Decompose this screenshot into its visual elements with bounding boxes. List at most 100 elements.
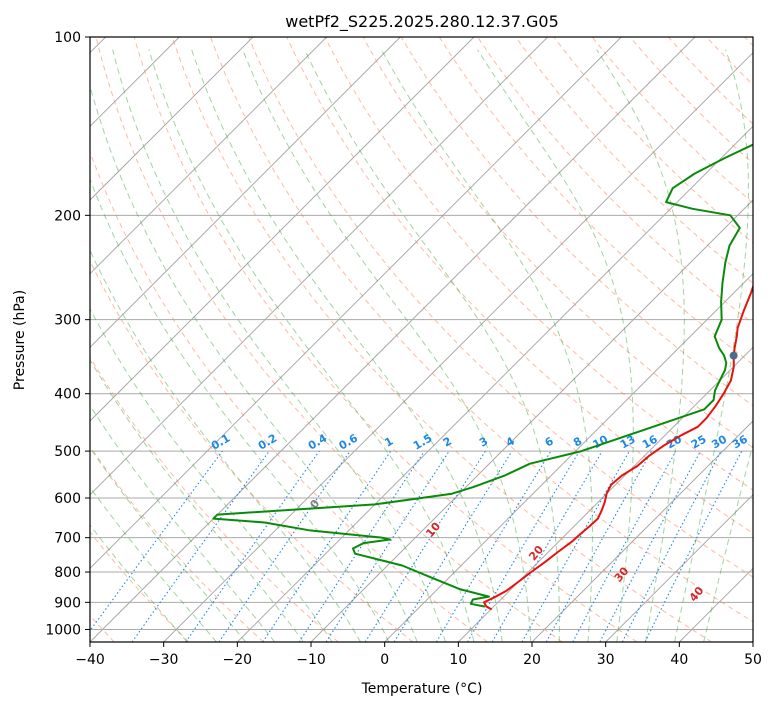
x-axis-ticks: −40 −30 −20 −10 0 10 20 30 40 50 <box>75 642 762 668</box>
y-tick-label: 600 <box>54 491 81 507</box>
x-tick-label: 10 <box>449 652 467 668</box>
x-tick-label: 20 <box>523 652 541 668</box>
isotherm-line <box>384 272 753 642</box>
mixing-ratio-line <box>572 450 677 642</box>
moist-adiabat-line <box>148 49 475 642</box>
moist-adiabat-label: 40 <box>687 584 707 604</box>
dry-adiabat-line <box>553 37 753 244</box>
mixing-ratio-label: 6 <box>543 434 556 449</box>
dry-adiabat-line <box>90 259 414 642</box>
lcl-marker <box>729 351 738 360</box>
isotherm-line <box>90 37 622 570</box>
moist-adiabat-line <box>304 49 560 642</box>
isotherm-line <box>90 37 401 349</box>
moist-adiabat-line <box>703 442 753 642</box>
dry-adiabat-line <box>248 37 753 578</box>
mixing-ratio-line <box>467 450 580 642</box>
y-tick-label: 800 <box>54 565 81 581</box>
plot-frame <box>89 36 754 643</box>
dry-adiabat-line <box>90 531 190 642</box>
isotherm-line <box>90 37 696 642</box>
mixing-ratio-line <box>599 450 701 642</box>
moist-adiabat-line <box>90 83 418 642</box>
isotherm-line <box>90 37 254 201</box>
y-tick-label: 500 <box>54 444 81 460</box>
mixing-ratio-label: 0.1 <box>209 432 232 453</box>
x-tick-label: −10 <box>296 652 326 668</box>
isotherm-line <box>163 51 753 642</box>
mixing-ratio-line <box>393 450 513 642</box>
mixing-ratio-line <box>491 450 603 642</box>
x-tick-label: −40 <box>75 652 105 668</box>
dry-adiabat-line <box>90 356 339 642</box>
mixing-ratio-line <box>435 450 552 642</box>
moist-adiabat-line <box>90 446 247 642</box>
moist-adiabat-label: 30 <box>612 564 632 584</box>
mixing-ratio-line <box>185 450 320 642</box>
dry-adiabat-line <box>90 445 264 642</box>
chart-title: wetPf2_S225.2025.280.12.37.G05 <box>285 12 559 32</box>
moist-adiabat-line <box>90 177 390 642</box>
isotherm-line <box>90 37 475 422</box>
background-lines <box>90 37 753 642</box>
moist-adiabat-line <box>90 358 304 642</box>
moist-adiabat-line <box>90 486 217 642</box>
x-tick-label: 40 <box>670 652 688 668</box>
mixing-ratio-label: 8 <box>571 435 584 450</box>
moist-adiabat-line <box>112 49 446 642</box>
dry-adiabat-line <box>744 37 753 47</box>
mixing-ratio-label: 16 <box>640 432 660 451</box>
moist-adiabat-line <box>90 404 276 642</box>
x-axis-label: Temperature (°C) <box>361 681 483 697</box>
y-tick-label: 300 <box>54 313 81 329</box>
moist-adiabat-line <box>90 248 362 642</box>
x-tick-label: 30 <box>597 652 615 668</box>
y-tick-label: 200 <box>54 208 81 224</box>
mixing-ratio-line <box>325 450 450 642</box>
y-axis-label: Pressure (hPa) <box>12 290 28 390</box>
moist-adiabat-line <box>90 307 333 642</box>
mixing-ratio-line <box>364 450 486 642</box>
y-tick-label: 700 <box>54 531 81 547</box>
y-tick-label: 100 <box>54 30 81 46</box>
sounding-traces <box>212 143 753 611</box>
moist-adiabat-line <box>242 49 532 642</box>
y-tick-label: 1000 <box>45 622 81 638</box>
isotherm-line <box>752 641 753 642</box>
moist-adiabat-line <box>596 49 685 642</box>
y-tick-label: 400 <box>54 387 81 403</box>
mixing-ratio-label: 25 <box>689 433 709 452</box>
dry-adiabat-line <box>438 37 753 366</box>
mixing-ratio-line <box>90 450 223 632</box>
mixing-ratio-line <box>545 450 653 642</box>
dry-adiabat-line <box>95 37 563 642</box>
mixing-ratio-line <box>131 450 270 642</box>
mixing-ratio-label: 36 <box>730 432 750 451</box>
x-tick-label: 50 <box>744 652 762 668</box>
dry-adiabat-line <box>286 37 753 534</box>
mixing-ratio-label: 3 <box>477 435 490 450</box>
moist-adiabat-line <box>191 49 503 642</box>
isotherm-line <box>605 493 753 642</box>
y-tick-label: 900 <box>54 595 81 611</box>
mixing-ratio-line <box>298 450 425 642</box>
moist-adiabat-line <box>380 49 593 642</box>
moist-adiabat-label: 20 <box>526 543 546 563</box>
mixing-ratio-line <box>218 450 351 642</box>
dry-adiabat-line <box>362 37 753 449</box>
isotherm-line <box>90 37 549 496</box>
isotherm-line <box>531 420 753 642</box>
x-tick-label: 0 <box>380 652 389 668</box>
mixing-ratio-label: 0.2 <box>256 432 279 453</box>
moist-adiabat-line <box>477 49 634 642</box>
x-tick-label: −20 <box>223 652 253 668</box>
moist-adiabat-line <box>674 49 749 642</box>
dry-adiabat-line <box>324 37 753 491</box>
dry-adiabat-line <box>90 150 488 642</box>
mixing-ratio-label: 30 <box>709 432 729 451</box>
dry-adiabat-line <box>400 37 753 407</box>
y-axis-ticks: 100 200 300 400 500 600 700 800 900 1000 <box>45 30 90 638</box>
isotherm-line <box>457 346 753 642</box>
mixing-ratio-label: 1.5 <box>411 432 434 453</box>
